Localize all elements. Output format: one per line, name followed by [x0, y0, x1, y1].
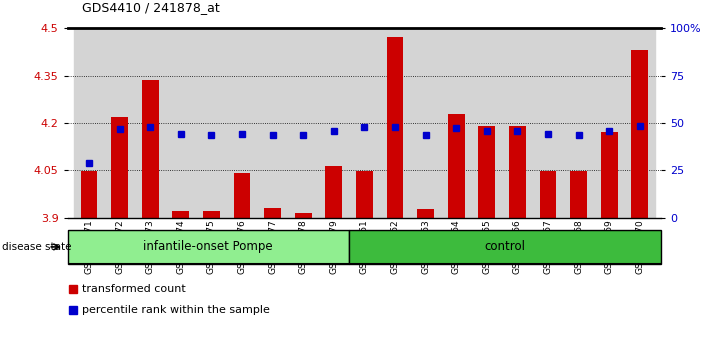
Bar: [570, 171, 587, 218]
Bar: [68, 230, 349, 264]
Bar: [233, 172, 250, 218]
Bar: [540, 171, 557, 218]
Bar: [227, 28, 257, 218]
Bar: [135, 28, 166, 218]
Bar: [74, 28, 105, 218]
Text: transformed count: transformed count: [82, 284, 186, 294]
Bar: [387, 37, 403, 218]
Bar: [471, 28, 502, 218]
Bar: [624, 28, 655, 218]
Bar: [319, 28, 349, 218]
Bar: [448, 114, 464, 218]
Bar: [410, 28, 441, 218]
Bar: [264, 208, 281, 218]
Bar: [349, 28, 380, 218]
Bar: [509, 126, 526, 218]
Bar: [288, 28, 319, 218]
Bar: [326, 166, 342, 218]
Text: GDS4410 / 241878_at: GDS4410 / 241878_at: [82, 1, 220, 14]
Bar: [417, 209, 434, 218]
Bar: [533, 28, 563, 218]
Bar: [349, 230, 661, 264]
Bar: [203, 211, 220, 218]
Bar: [563, 28, 594, 218]
Text: control: control: [484, 240, 525, 253]
Bar: [105, 28, 135, 218]
Bar: [172, 211, 189, 218]
Bar: [380, 28, 410, 218]
Bar: [257, 28, 288, 218]
Bar: [441, 28, 471, 218]
Bar: [111, 117, 128, 218]
Text: percentile rank within the sample: percentile rank within the sample: [82, 305, 270, 315]
Bar: [479, 126, 496, 218]
Bar: [196, 28, 227, 218]
Bar: [166, 28, 196, 218]
Bar: [141, 80, 159, 218]
Bar: [80, 171, 97, 218]
Text: disease state: disease state: [2, 242, 72, 252]
Bar: [601, 132, 618, 218]
Bar: [631, 50, 648, 218]
Bar: [295, 213, 311, 218]
Bar: [594, 28, 624, 218]
Text: infantile-onset Pompe: infantile-onset Pompe: [144, 240, 273, 253]
Bar: [502, 28, 533, 218]
Bar: [356, 171, 373, 218]
